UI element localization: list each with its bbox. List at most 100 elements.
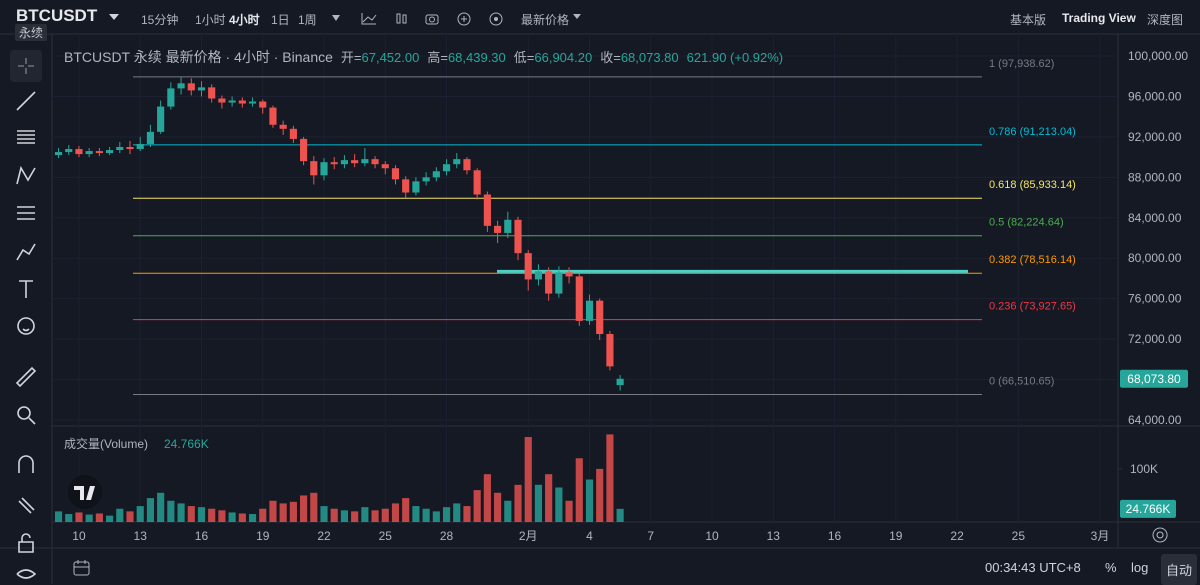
drawing-tool[interactable] <box>15 366 37 388</box>
candle-body <box>453 159 461 165</box>
dropdown-icon[interactable] <box>108 12 120 22</box>
fib-label: 1 (97,938.62) <box>989 58 1054 70</box>
volume-bar <box>167 500 175 522</box>
volume-bar <box>65 514 73 522</box>
candle-body <box>95 151 103 154</box>
price-type[interactable]: 最新价格 <box>521 13 570 27</box>
volume-bar <box>218 510 226 522</box>
volume-bar <box>596 468 604 522</box>
candle-body <box>157 106 165 132</box>
drawing-tool[interactable] <box>18 533 34 553</box>
settings-icon[interactable] <box>1152 527 1168 543</box>
x-tick-label: 16 <box>195 529 209 543</box>
volume-tag-label: 24.766K <box>1126 502 1171 516</box>
drawing-tool[interactable] <box>16 569 37 579</box>
volume-bar <box>75 512 83 522</box>
x-tick-label: 25 <box>1012 529 1026 543</box>
tool-highlight <box>10 50 42 82</box>
candle-body <box>606 334 614 367</box>
interval-button[interactable]: 1周 <box>298 13 317 27</box>
drawing-tool[interactable] <box>18 455 34 473</box>
drawing-tool[interactable] <box>17 406 36 425</box>
tv-logo-bg <box>68 475 102 509</box>
x-tick-label: 4 <box>586 529 593 543</box>
legend-label: 低= <box>513 50 535 65</box>
volume-bar <box>391 503 400 522</box>
y-tick-label: 96,000.00 <box>1128 89 1182 103</box>
volume-bar <box>136 506 144 522</box>
candle-body <box>320 162 328 176</box>
volume-bar <box>197 507 206 522</box>
candle-body <box>402 179 410 193</box>
volume-bar <box>442 507 451 522</box>
drawing-tool[interactable] <box>16 165 36 185</box>
candle-body <box>422 177 430 182</box>
view-button[interactable]: Trading View <box>1062 11 1136 25</box>
drawing-tool[interactable] <box>17 206 35 220</box>
volume-title: 成交量(Volume) <box>64 436 148 451</box>
scale-button[interactable]: log <box>1131 560 1149 575</box>
candle-body <box>555 272 563 294</box>
drawing-tool[interactable] <box>17 317 35 335</box>
volume-bar <box>381 508 389 522</box>
interval-button[interactable]: 15分钟 <box>141 13 179 27</box>
view-button[interactable]: 基本版 <box>1010 13 1047 27</box>
volume-bar <box>606 434 614 522</box>
candle-body <box>167 88 175 107</box>
volume-bar <box>616 508 624 522</box>
volume-bar <box>514 484 522 522</box>
price-tag-label: 68,073.80 <box>1127 372 1181 386</box>
scale-button[interactable]: 自动 <box>1161 554 1198 585</box>
candle-body <box>54 152 63 156</box>
candle-body <box>442 164 451 172</box>
legend-change: 621.90 (+0.92%) <box>686 50 784 65</box>
candle-body <box>259 101 267 108</box>
candle-body <box>279 124 287 129</box>
candle-body <box>106 150 114 154</box>
goto-date-icon[interactable] <box>72 558 92 578</box>
candle-body <box>269 107 277 125</box>
volume-bar <box>157 492 165 522</box>
drawing-tool[interactable] <box>18 497 35 514</box>
tool-icons[interactable] <box>330 12 530 26</box>
drawing-tool[interactable] <box>19 280 33 298</box>
drawing-tool[interactable] <box>16 91 36 111</box>
volume-bar <box>351 511 359 522</box>
symbol[interactable]: BTCUSDT <box>16 6 98 25</box>
x-tick-label: 10 <box>72 529 86 543</box>
interval-button[interactable]: 1日 <box>271 13 290 27</box>
contract-tag: 永续 <box>15 24 48 41</box>
candle-body <box>65 149 73 153</box>
volume-bar <box>238 513 246 522</box>
legend-label: 高= <box>427 50 448 65</box>
candle-body <box>197 87 206 91</box>
drawing-tool[interactable] <box>16 243 36 261</box>
candle-body <box>494 225 502 233</box>
candle-body <box>473 170 481 195</box>
candle-body <box>524 253 532 280</box>
interval-button[interactable]: 1小时 <box>195 13 226 27</box>
scale-button[interactable]: % <box>1105 560 1117 575</box>
x-tick-label: 13 <box>134 529 148 543</box>
x-tick-label: 19 <box>256 529 270 543</box>
volume-bar <box>473 490 481 522</box>
candle-body <box>228 100 236 103</box>
view-button[interactable]: 深度图 <box>1147 13 1184 27</box>
y-tick-label: 84,000.00 <box>1128 211 1182 225</box>
x-tick-label: 19 <box>889 529 903 543</box>
dropdown-icon[interactable] <box>572 13 582 21</box>
interval-button[interactable]: 4小时 <box>229 13 260 27</box>
candle-body <box>361 159 369 164</box>
candle-body <box>596 300 604 335</box>
volume-bar <box>85 514 93 522</box>
candle-body <box>300 138 308 162</box>
x-tick-label: 13 <box>767 529 781 543</box>
volume-bar <box>106 515 114 522</box>
y-tick-label: 80,000.00 <box>1128 251 1182 265</box>
volume-tag <box>1120 499 1176 518</box>
x-tick-label: 25 <box>379 529 393 543</box>
x-tick-label: 16 <box>828 529 842 543</box>
drawing-tool[interactable] <box>17 130 35 144</box>
